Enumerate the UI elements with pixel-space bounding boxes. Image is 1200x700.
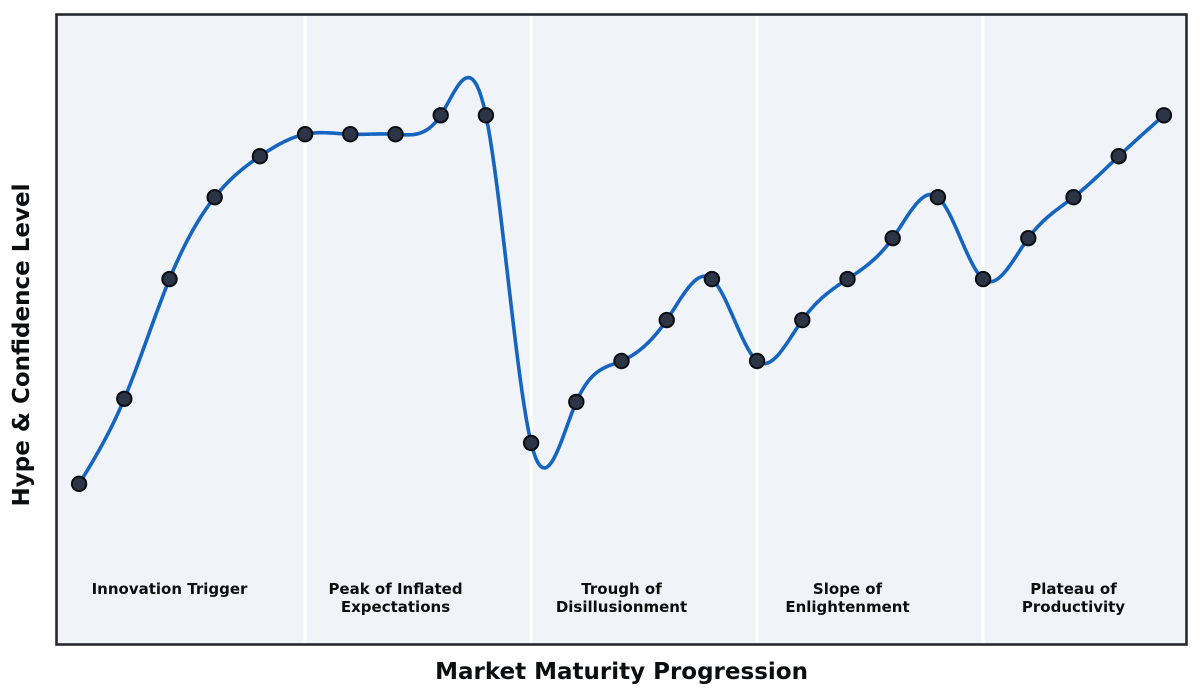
data-point-marker [251, 148, 269, 165]
data-point-marker [1110, 148, 1127, 165]
data-point-marker [1155, 107, 1173, 124]
plot-background [56, 14, 1187, 645]
data-point-marker [568, 393, 585, 411]
data-point-marker [206, 189, 223, 206]
data-point-marker [974, 270, 992, 288]
data-point-marker [884, 229, 901, 247]
data-point-marker [477, 107, 495, 124]
data-point-marker [794, 311, 811, 329]
data-point-marker [839, 270, 856, 288]
data-point-marker [748, 352, 766, 370]
data-point-marker [116, 390, 133, 407]
data-point-marker [658, 311, 675, 329]
x-axis-label: Market Maturity Progression [435, 659, 808, 685]
data-point-marker [161, 270, 178, 288]
plot-area: Innovation Trigger Peak of Inflated Expect… [56, 14, 1187, 645]
data-point-marker [70, 475, 88, 493]
phase-label-slope-of-enlightenment: Slope of Enlightenment [785, 580, 909, 616]
data-point-marker [929, 189, 947, 206]
data-point-marker [613, 352, 630, 370]
data-point-marker [1020, 229, 1037, 247]
phase-label-innovation-trigger: Innovation Trigger [92, 580, 248, 598]
phase-label-trough-of-disillusionment: Trough of Disillusionment [556, 580, 687, 616]
data-point-marker [342, 126, 359, 143]
data-point-marker [432, 107, 449, 124]
data-point-marker [703, 270, 721, 288]
phase-label-peak-of-inflated-expectations: Peak of Inflated Expectations [328, 580, 462, 616]
data-point-marker [296, 126, 314, 143]
data-point-marker [1065, 189, 1082, 206]
data-point-marker [522, 434, 540, 452]
plot-frame [55, 13, 1188, 646]
y-axis-label: Hype & Confidence Level [9, 184, 35, 507]
data-point-marker [387, 126, 404, 143]
phase-label-plateau-of-productivity: Plateau of Productivity [1022, 580, 1125, 616]
